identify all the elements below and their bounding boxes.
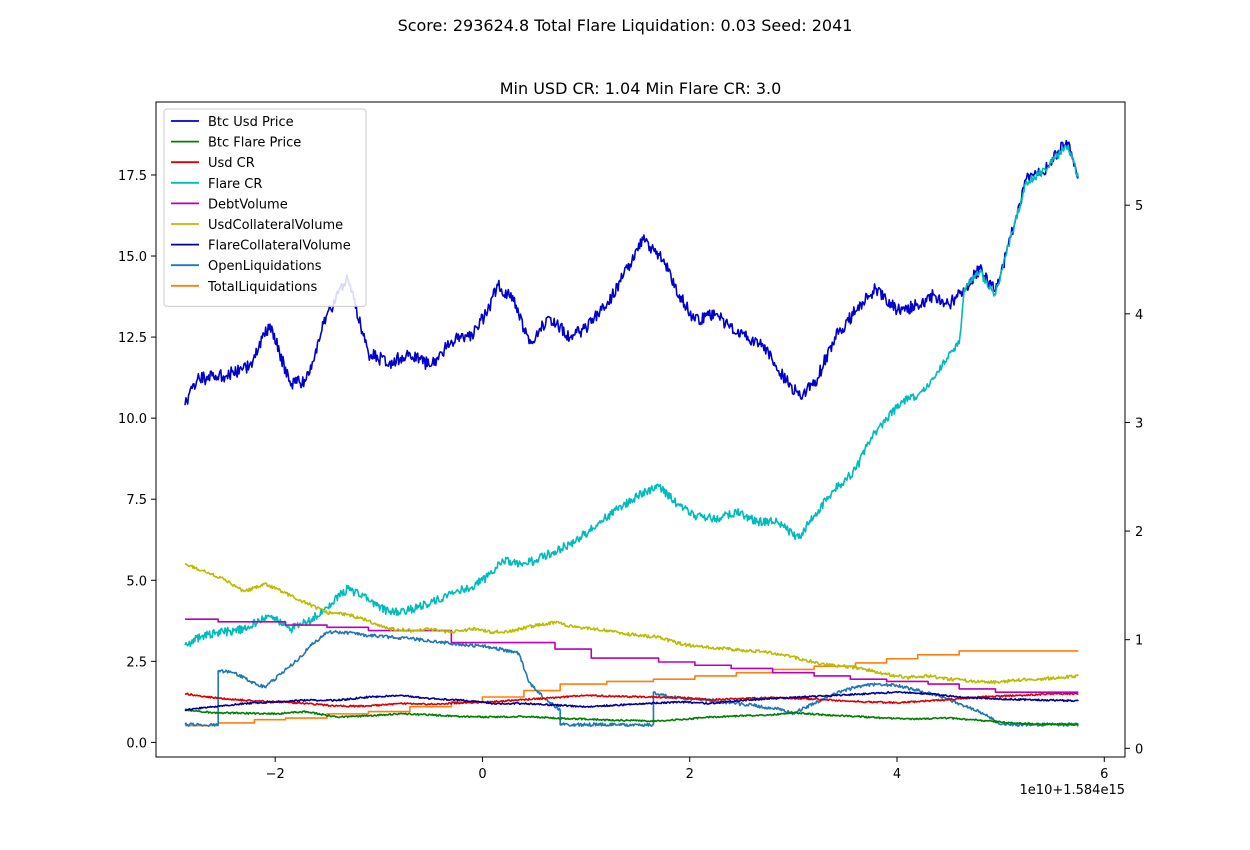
y-left-tick-label: 17.5 bbox=[118, 169, 147, 184]
y-left-tick-label: 5.0 bbox=[126, 574, 147, 589]
legend-box bbox=[163, 108, 367, 307]
y-right-tick-label: 1 bbox=[1135, 634, 1143, 649]
y-right-tick-label: 4 bbox=[1135, 308, 1143, 323]
legend-label-openliquidations: OpenLiquidations bbox=[208, 259, 322, 274]
y-right-tick-label: 2 bbox=[1135, 525, 1143, 540]
legend-label-usdcollateralvolume: UsdCollateralVolume bbox=[208, 218, 343, 233]
x-tick-label: 2 bbox=[686, 767, 694, 782]
y-axis-left: 0.0 2.5 5.0 7.5 10.0 12.5 15.0 17.5 bbox=[118, 169, 156, 751]
y-axis-right: 0 1 2 3 4 5 bbox=[1125, 199, 1143, 757]
y-right-tick-label: 5 bbox=[1135, 199, 1143, 214]
legend-label-flare-cr: Flare CR bbox=[208, 177, 262, 192]
x-tick-label: 0 bbox=[478, 767, 486, 782]
x-tick-label: −2 bbox=[266, 767, 285, 782]
x-axis: −2 0 2 4 6 bbox=[266, 757, 1108, 782]
legend-label-btc-usd-price: Btc Usd Price bbox=[208, 115, 294, 130]
y-left-tick-label: 0.0 bbox=[126, 736, 147, 751]
y-right-tick-label: 0 bbox=[1135, 742, 1143, 757]
y-left-tick-label: 15.0 bbox=[118, 250, 147, 265]
y-left-tick-label: 10.0 bbox=[118, 412, 147, 427]
y-left-tick-label: 12.5 bbox=[118, 331, 147, 346]
x-tick-label: 6 bbox=[1100, 767, 1108, 782]
series-line-usd-cr bbox=[184, 692, 1079, 708]
figure-suptitle: Score: 293624.8 Total Flare Liquidation:… bbox=[398, 16, 853, 35]
series-line-flare-cr bbox=[184, 144, 1080, 648]
legend-label-totalliquidations: TotalLiquidations bbox=[207, 280, 317, 295]
legend-label-btc-flare-price: Btc Flare Price bbox=[208, 136, 301, 151]
y-left-tick-label: 2.5 bbox=[126, 655, 147, 670]
legend-label-flarecollateralvolume: FlareCollateralVolume bbox=[208, 239, 351, 254]
series-line-usdcollateralvolume bbox=[184, 563, 1079, 685]
series-line-btc-flare-price bbox=[184, 708, 1079, 727]
legend-label-debtvolume: DebtVolume bbox=[208, 197, 288, 212]
legend: Btc Usd Price Btc Flare Price Usd CR Flare … bbox=[163, 108, 367, 307]
legend-label-usd-cr: Usd CR bbox=[208, 156, 255, 171]
x-tick-label: 4 bbox=[893, 767, 901, 782]
x-axis-offset-label: 1e10+1.584e15 bbox=[1020, 783, 1125, 798]
series-line-debtvolume bbox=[185, 618, 1079, 693]
chart-title: Min USD CR: 1.04 Min Flare CR: 3.0 bbox=[500, 79, 782, 98]
series-line-totalliquidations bbox=[185, 650, 1079, 727]
series-line-openliquidations bbox=[184, 629, 1080, 727]
y-right-tick-label: 3 bbox=[1135, 416, 1143, 431]
series-line-flarecollateralvolume bbox=[184, 690, 1079, 712]
plot-frame bbox=[155, 101, 1126, 758]
y-left-tick-label: 7.5 bbox=[126, 493, 147, 508]
